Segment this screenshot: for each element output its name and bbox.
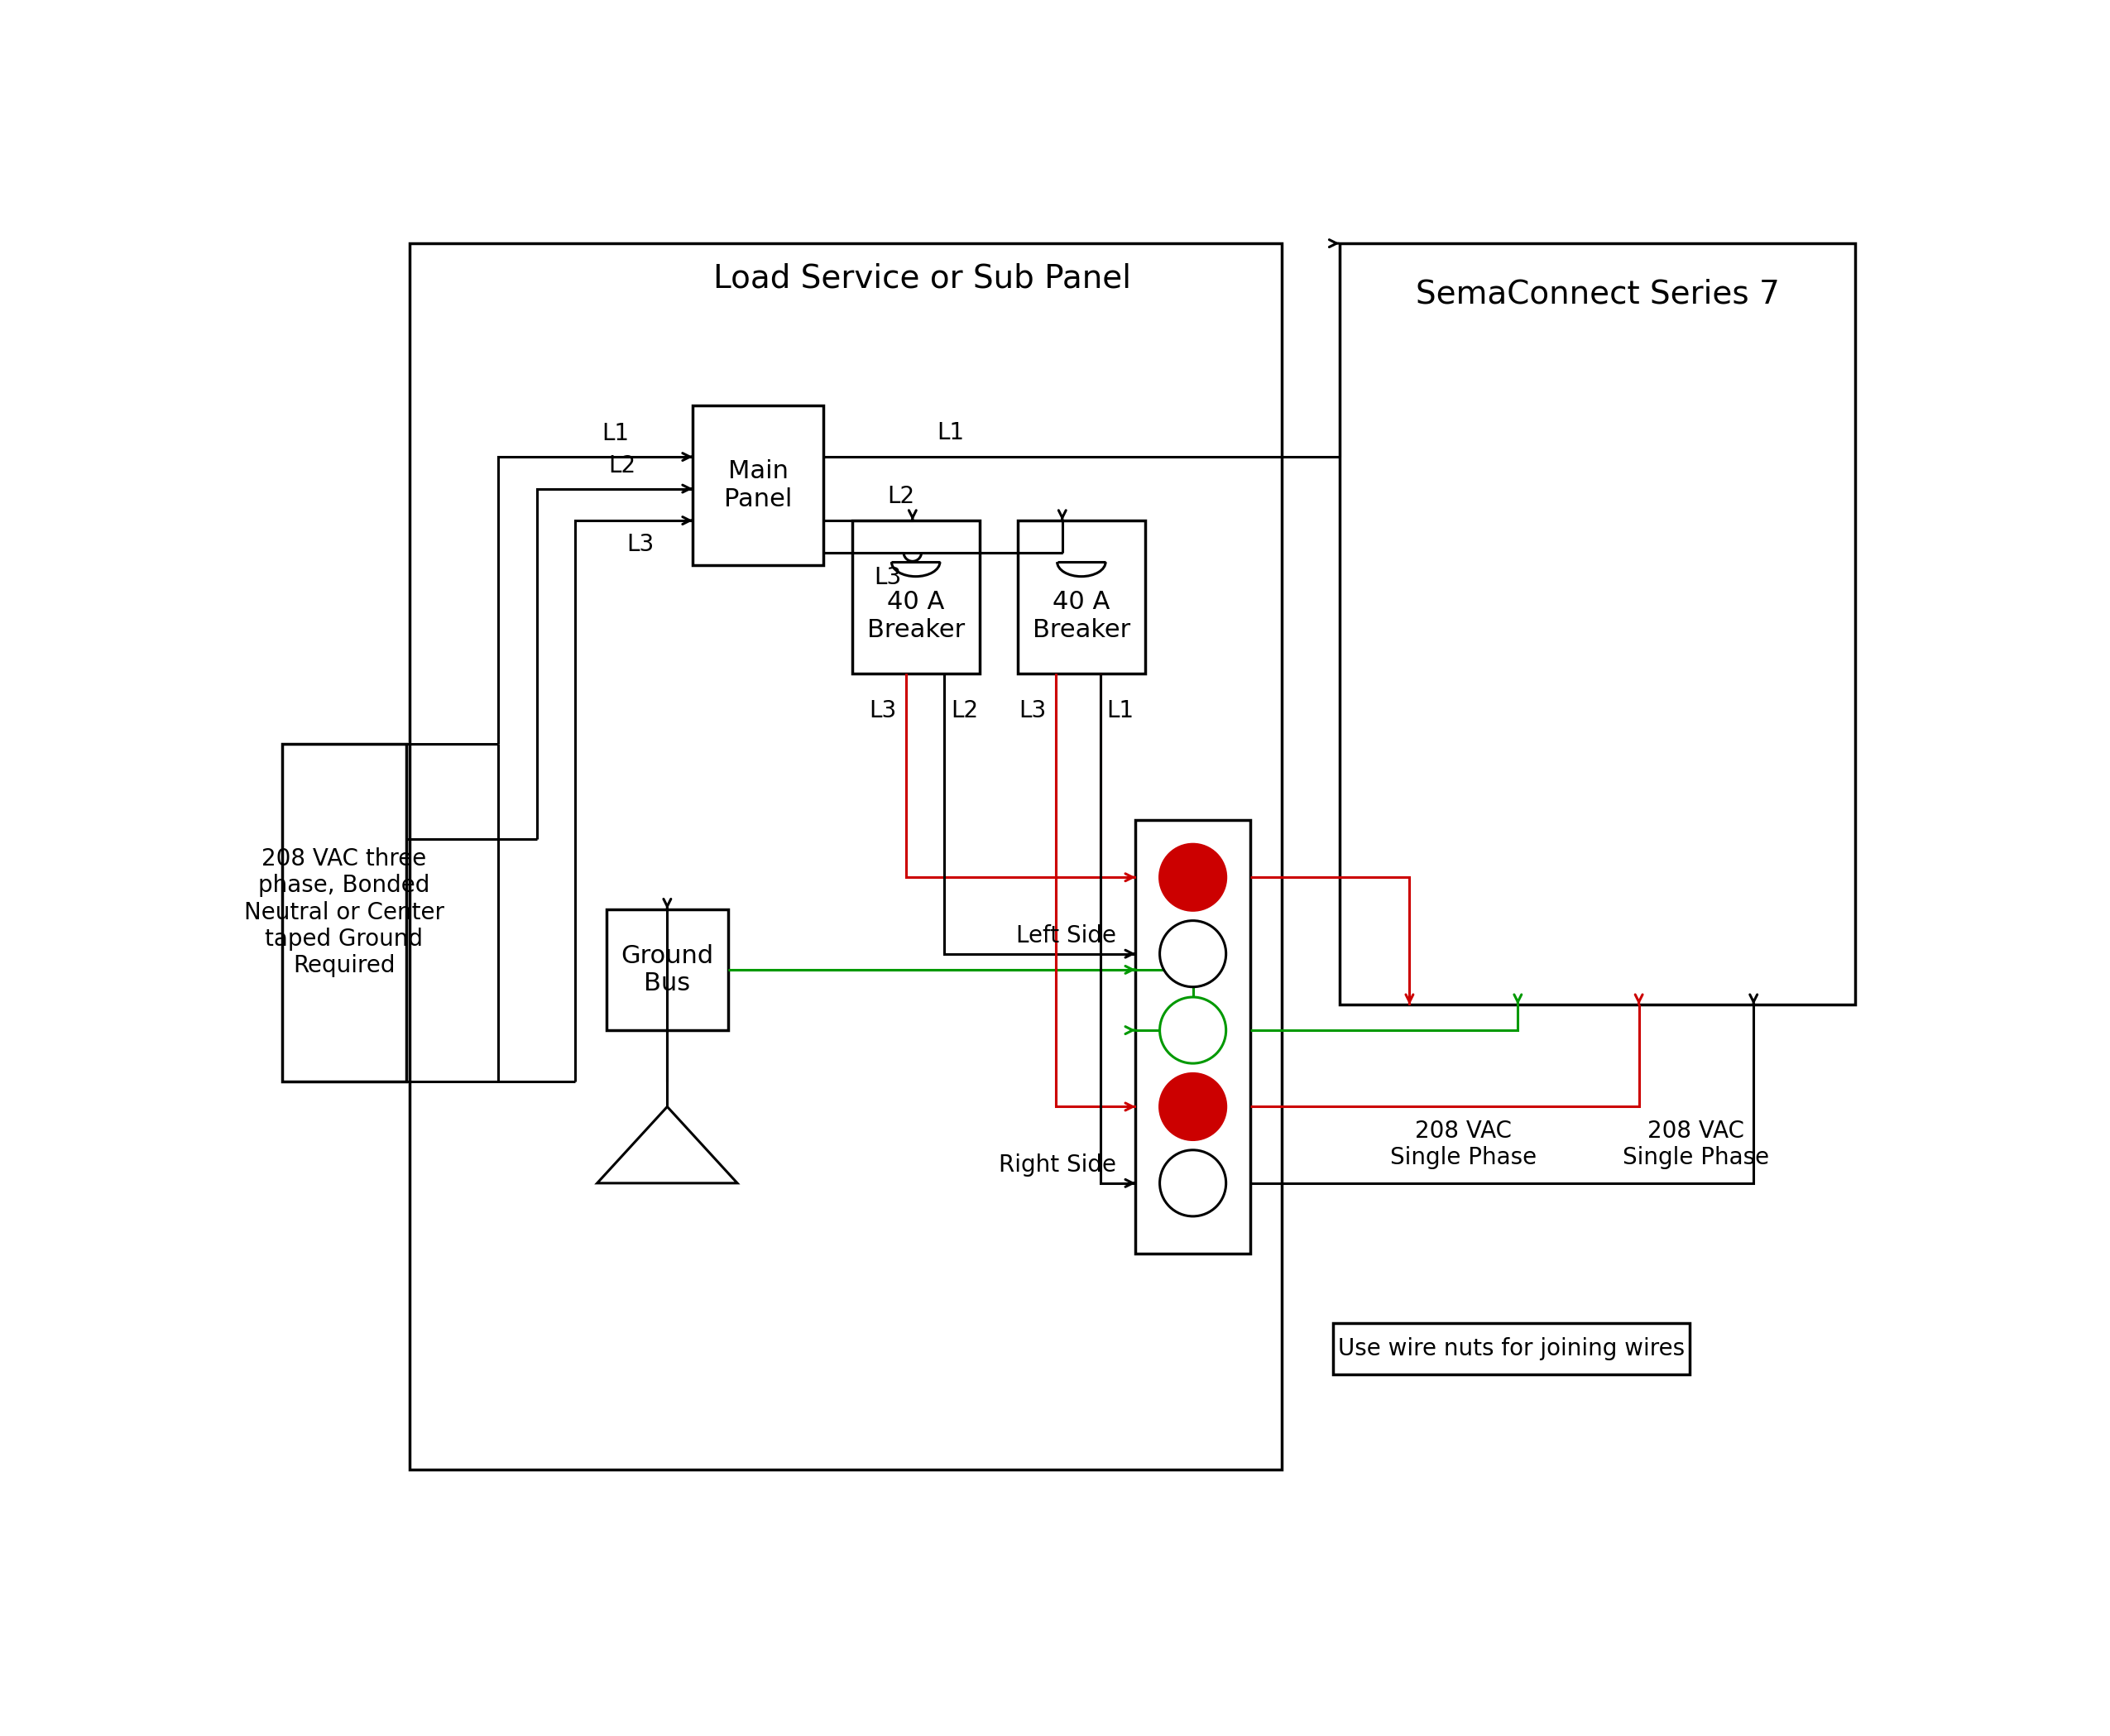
Text: SemaConnect Series 7: SemaConnect Series 7 bbox=[1416, 278, 1779, 311]
Text: 208 VAC
Single Phase: 208 VAC Single Phase bbox=[1623, 1120, 1770, 1170]
Text: L2: L2 bbox=[952, 700, 979, 722]
Text: L2: L2 bbox=[608, 455, 635, 477]
Text: L3: L3 bbox=[874, 566, 901, 590]
Circle shape bbox=[1160, 1073, 1226, 1141]
Text: L3: L3 bbox=[869, 700, 897, 722]
Circle shape bbox=[1160, 1149, 1226, 1217]
Circle shape bbox=[1160, 844, 1226, 910]
Text: 208 VAC three
phase, Bonded
Neutral or Center
taped Ground
Required: 208 VAC three phase, Bonded Neutral or C… bbox=[245, 847, 443, 977]
Text: Load Service or Sub Panel: Load Service or Sub Panel bbox=[713, 262, 1131, 293]
Bar bbox=[852, 521, 979, 674]
Text: 40 A
Breaker: 40 A Breaker bbox=[867, 590, 964, 642]
Text: 208 VAC
Single Phase: 208 VAC Single Phase bbox=[1390, 1120, 1536, 1170]
Text: L3: L3 bbox=[1019, 700, 1047, 722]
Circle shape bbox=[1160, 920, 1226, 986]
Bar bbox=[1340, 243, 1855, 1005]
Text: L3: L3 bbox=[627, 533, 654, 557]
Text: L1: L1 bbox=[601, 422, 629, 446]
Text: Use wire nuts for joining wires: Use wire nuts for joining wires bbox=[1338, 1337, 1686, 1361]
Bar bbox=[1017, 521, 1146, 674]
Text: 40 A
Breaker: 40 A Breaker bbox=[1032, 590, 1131, 642]
Bar bbox=[692, 406, 823, 566]
Text: L2: L2 bbox=[886, 484, 914, 507]
Circle shape bbox=[1160, 996, 1226, 1064]
Text: Right Side: Right Side bbox=[998, 1154, 1116, 1177]
Bar bbox=[1135, 819, 1251, 1253]
Bar bbox=[1334, 1323, 1690, 1375]
Bar bbox=[283, 743, 405, 1082]
Text: L1: L1 bbox=[1108, 700, 1135, 722]
Text: Main
Panel: Main Panel bbox=[724, 460, 791, 512]
Text: L1: L1 bbox=[937, 420, 964, 444]
Bar bbox=[409, 243, 1283, 1470]
Text: Left Side: Left Side bbox=[1017, 924, 1116, 948]
Text: Ground
Bus: Ground Bus bbox=[620, 944, 713, 996]
Bar bbox=[608, 910, 728, 1029]
